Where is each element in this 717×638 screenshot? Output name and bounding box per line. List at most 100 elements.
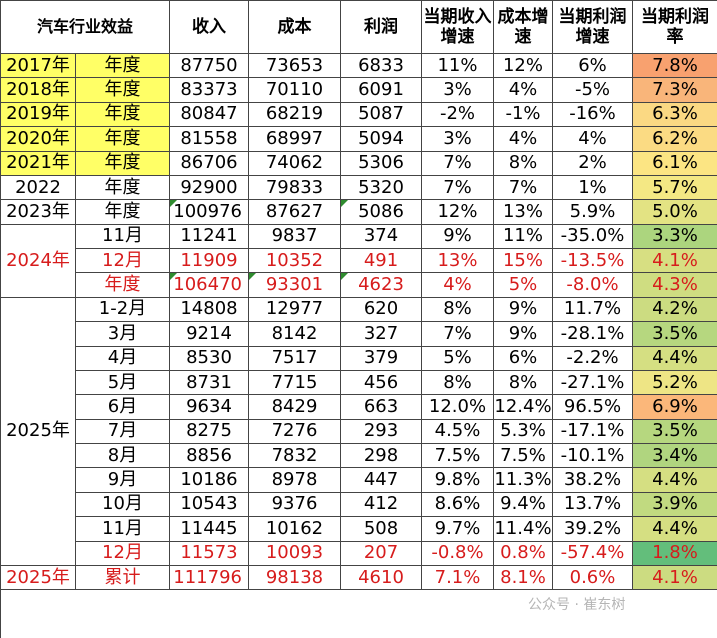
row-period: 1-2月 [76, 297, 170, 323]
row-period: 年度 [76, 78, 170, 103]
table-cell: 7% [422, 322, 494, 347]
margin-cell: 4.2% [633, 297, 717, 323]
table-cell: 12.4% [494, 395, 553, 420]
row-period: 10月 [76, 492, 170, 518]
table-cell: 9837 [249, 224, 341, 249]
table-cell: 86706 [170, 151, 249, 176]
table-cell: 8% [494, 151, 553, 176]
table-cell: 11.3% [494, 468, 553, 493]
table-cell: 87627 [249, 200, 341, 225]
table-cell: 9% [494, 322, 553, 347]
table-cell: 11% [494, 224, 553, 249]
margin-cell: 4.4% [633, 346, 717, 371]
row-period: 11月 [76, 224, 170, 249]
period-label-2025: 2025年 [1, 297, 76, 566]
table-cell: 8.6% [422, 492, 494, 518]
table-cell: 12.0% [422, 395, 494, 420]
table-cell: 13% [422, 249, 494, 274]
row-period: 12月 [76, 541, 170, 566]
table-cell: 508 [341, 517, 422, 542]
table-cell: 74062 [249, 151, 341, 176]
table-cell: -28.1% [553, 322, 633, 347]
table-cell: 5% [494, 273, 553, 298]
table-cell: -16% [553, 102, 633, 128]
table-cell: 4623 [341, 273, 422, 298]
table-cell: 68219 [249, 102, 341, 128]
table-cell: 111796 [170, 565, 249, 591]
table-cell: 5086 [341, 200, 422, 225]
table-cell: 9634 [170, 395, 249, 420]
row-year: 2017年 [1, 54, 76, 79]
table-cell: 11909 [170, 249, 249, 274]
table-cell: 4% [494, 127, 553, 152]
margin-cell: 5.0% [633, 200, 717, 225]
margin-cell: 7.3% [633, 78, 717, 103]
table-cell: 7832 [249, 444, 341, 469]
table-cell: 5094 [341, 127, 422, 152]
table-cell: -8.0% [553, 273, 633, 298]
row-period: 累计 [76, 565, 170, 591]
table-cell: 1% [553, 175, 633, 201]
table-cell: 10186 [170, 468, 249, 493]
table-cell: 379 [341, 346, 422, 371]
row-period: 年度 [76, 200, 170, 225]
table-cell: 9214 [170, 322, 249, 347]
table-cell: 4.5% [422, 419, 494, 444]
table-cell: 12977 [249, 297, 341, 323]
table-cell: 0.8% [494, 541, 553, 566]
margin-cell: 6.3% [633, 102, 717, 128]
table-cell: -10.1% [553, 444, 633, 469]
margin-cell: 4.3% [633, 273, 717, 298]
table-title: 汽车行业效益 [1, 1, 170, 54]
margin-cell: 5.2% [633, 370, 717, 396]
column-header: 当期利润率 [633, 1, 717, 54]
table-cell: 3% [422, 127, 494, 152]
margin-cell: 4.4% [633, 517, 717, 542]
table-cell: 9% [422, 224, 494, 249]
table-cell: 3% [422, 78, 494, 103]
row-period: 年度 [76, 273, 170, 298]
table-cell: -0.8% [422, 541, 494, 566]
row-period: 3月 [76, 322, 170, 347]
table-cell: 5.3% [494, 419, 553, 444]
row-period: 年度 [76, 127, 170, 152]
table-cell: 81558 [170, 127, 249, 152]
table-cell: 5320 [341, 175, 422, 201]
table-cell: 11241 [170, 224, 249, 249]
margin-cell: 3.4% [633, 444, 717, 469]
table-cell: 93301 [249, 273, 341, 298]
table-cell: -57.4% [553, 541, 633, 566]
row-period: 4月 [76, 346, 170, 371]
margin-cell: 7.8% [633, 54, 717, 79]
table-cell: 8731 [170, 370, 249, 396]
table-cell: 11445 [170, 517, 249, 542]
margin-cell: 4.4% [633, 468, 717, 493]
table-cell: 4% [494, 78, 553, 103]
table-cell: 10543 [170, 492, 249, 518]
table-cell: 8.1% [494, 565, 553, 591]
table-cell: -17.1% [553, 419, 633, 444]
table-cell: 4% [422, 273, 494, 298]
row-period: 7月 [76, 419, 170, 444]
table-cell: 6% [553, 54, 633, 79]
table-cell: 11.7% [553, 297, 633, 323]
table-cell: -5% [553, 78, 633, 103]
column-header: 成本增速 [494, 1, 553, 54]
table-cell: 96.5% [553, 395, 633, 420]
row-period: 年度 [76, 102, 170, 128]
table-cell: 12% [422, 200, 494, 225]
table-cell: 293 [341, 419, 422, 444]
table-cell: 9.7% [422, 517, 494, 542]
table-cell: 8429 [249, 395, 341, 420]
table-cell: 0.6% [553, 565, 633, 591]
period-label-2024: 2024年 [1, 224, 76, 298]
table-cell: 5087 [341, 102, 422, 128]
table-cell: 663 [341, 395, 422, 420]
table-cell: 13% [494, 200, 553, 225]
table-cell: 87750 [170, 54, 249, 79]
table-cell: -1% [494, 102, 553, 128]
column-header: 当期收入增速 [422, 1, 494, 54]
table-cell: 7.5% [494, 444, 553, 469]
column-header: 收入 [170, 1, 249, 54]
table-cell: 68997 [249, 127, 341, 152]
